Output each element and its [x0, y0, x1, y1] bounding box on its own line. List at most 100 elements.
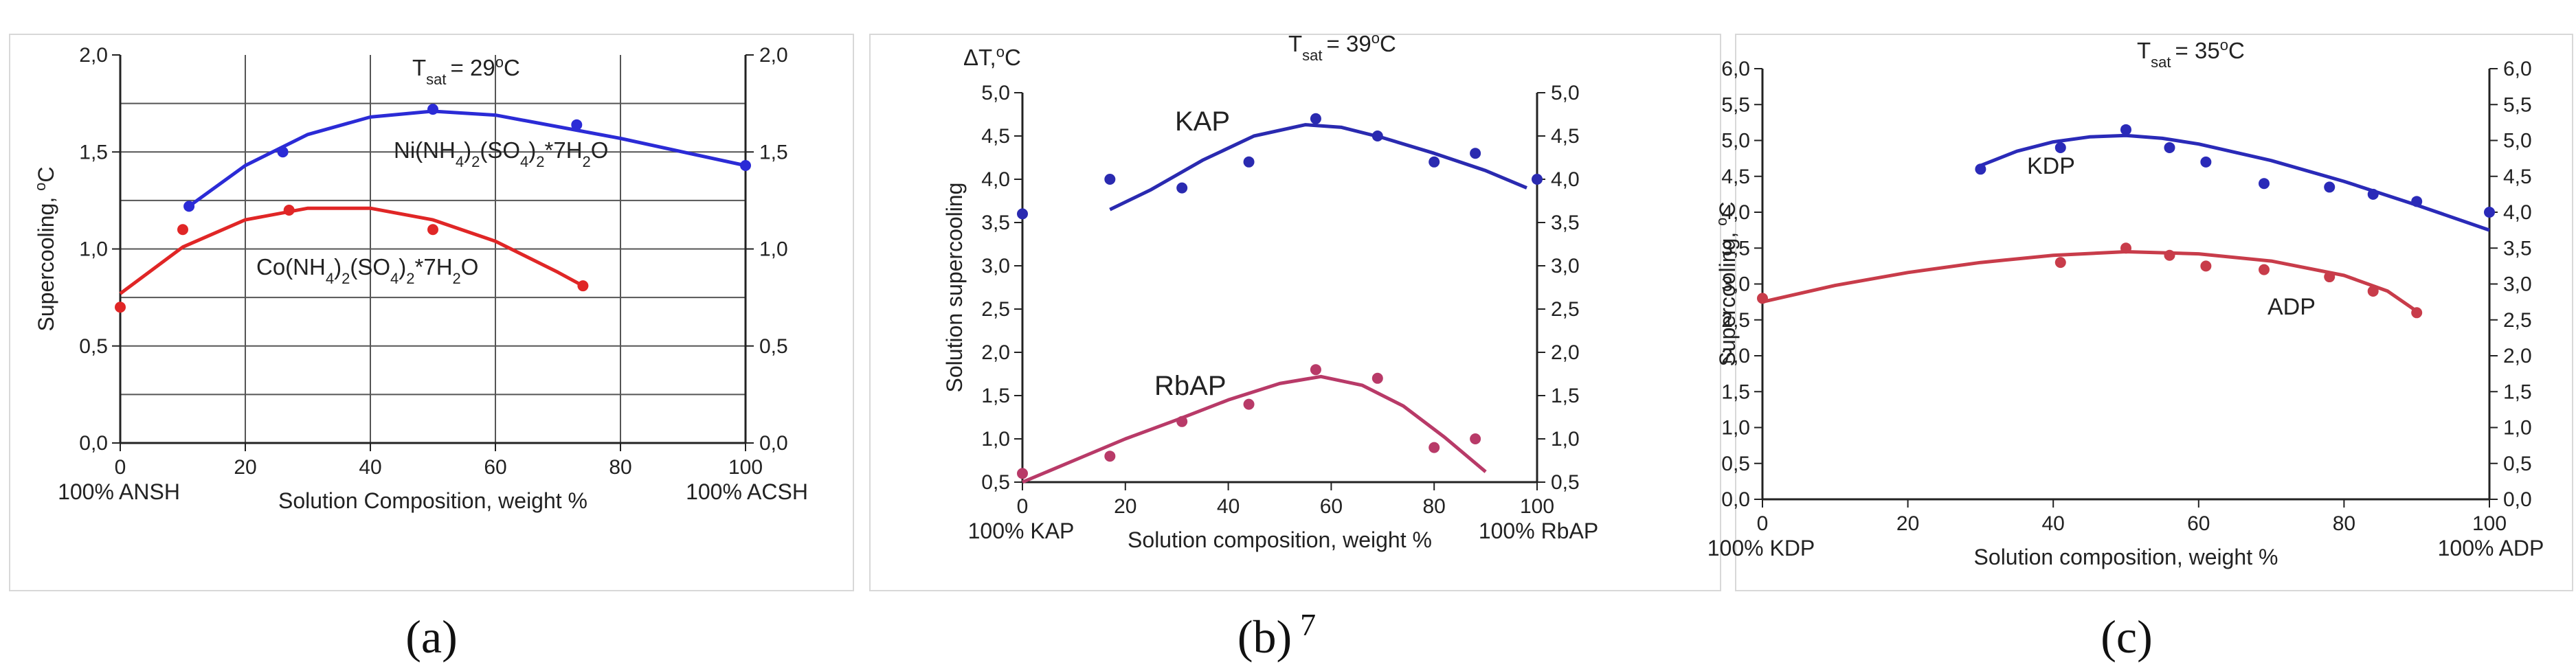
series-curve-0	[1980, 133, 2490, 232]
data-point-0	[2259, 178, 2270, 190]
data-point-0	[427, 104, 438, 115]
y-axis-title: Supercooling, oC	[1713, 202, 1740, 367]
annotation-sub: 4	[390, 270, 399, 287]
data-point-1	[1104, 451, 1116, 462]
y-tick-label-left: 0,0	[1721, 488, 1750, 511]
y-tick-label-left: 3,5	[1721, 237, 1750, 260]
y-tick-label-right: 0,0	[2503, 488, 2532, 511]
x-tick-label: 20	[1114, 495, 1136, 518]
y-tick-label-left: 1,5	[1721, 380, 1750, 403]
series-label-kap: KAP	[1175, 106, 1230, 137]
y-tick-label-right: 4,0	[1551, 168, 1580, 191]
data-point-0	[2120, 124, 2131, 135]
y-tick-label-left: 0,5	[1721, 453, 1750, 475]
data-point-1	[2324, 271, 2336, 283]
data-point-1	[2259, 264, 2270, 275]
y-tick-label-left: 2,0	[1721, 345, 1750, 367]
delta-t-main: ΔT,	[963, 45, 996, 70]
data-point-1	[2200, 260, 2212, 272]
y-tick-label-right: 2,0	[2503, 345, 2532, 367]
x-axis-title: Solution composition, weight %	[1974, 545, 2278, 569]
tsat-label: Tsat = 35oC	[2137, 36, 2245, 71]
y-tick-label-left: 4,5	[1721, 166, 1750, 188]
y-axis-title-degree: o	[1713, 218, 1730, 226]
series-label-rbap: RbAP	[1154, 371, 1227, 401]
y-tick-label-left: 4,0	[1721, 201, 1750, 224]
y-tick-label-right: 0,5	[1551, 471, 1580, 494]
annotation-sub: 4	[326, 270, 334, 287]
data-point-0	[1243, 156, 1255, 168]
data-point-0	[2484, 207, 2495, 218]
tsat-unit: C	[2228, 38, 2245, 63]
annotation-part: )	[528, 137, 536, 163]
data-point-1	[427, 224, 438, 236]
data-point-0	[277, 146, 289, 158]
y-tick-label-left: 5,0	[1721, 130, 1750, 152]
x-tick-label: 60	[2187, 512, 2210, 535]
y-tick-label-right: 3,0	[1551, 255, 1580, 277]
annotation-part: (SO	[480, 137, 520, 163]
data-point-0	[2367, 188, 2379, 200]
data-point-0	[740, 160, 751, 172]
panel-caption: (c)	[2101, 611, 2152, 663]
annotation-part: *7H	[415, 254, 453, 280]
panel-a-frame	[9, 34, 854, 591]
tsat-degree: o	[495, 54, 504, 71]
y-tick-label-left: 5,0	[981, 82, 1010, 104]
data-point-1	[1429, 442, 1440, 453]
y-tick-label-right: 3,0	[2503, 273, 2532, 296]
y-axis-title-main: Supercooling,	[34, 191, 58, 332]
y-tick-label-left: 0,0	[79, 432, 108, 455]
y-tick-label-left: 1,0	[981, 428, 1010, 451]
delta-t-degree: o	[996, 43, 1005, 60]
caption-ref: 7	[1300, 607, 1316, 642]
data-point-1	[115, 302, 126, 313]
data-point-1	[577, 280, 589, 292]
x-left-label: 100% KAP	[968, 519, 1075, 543]
x-tick-label: 40	[2042, 512, 2065, 535]
data-point-1	[2367, 285, 2379, 297]
data-point-0	[1429, 156, 1440, 168]
series-curve-1	[1022, 374, 1487, 484]
tsat-label: Tsat = 29oC	[412, 54, 520, 88]
annotation-sub: 2	[406, 270, 414, 287]
tsat-unit: C	[1380, 31, 1396, 56]
x-tick-label: 20	[1896, 512, 1919, 535]
data-point-1	[1371, 372, 1383, 384]
x-left-label: 100% ANSH	[58, 479, 180, 504]
annotation-sub: 4	[456, 153, 464, 170]
data-point-0	[2054, 141, 2066, 153]
annotation-part: *7H	[545, 137, 583, 163]
data-point-0	[1017, 208, 1028, 220]
y-tick-label-left: 1,0	[1721, 417, 1750, 440]
x-tick-label: 80	[1423, 495, 1446, 518]
tsat-degree: o	[1371, 30, 1380, 47]
x-tick-label: 40	[1217, 495, 1240, 518]
annotation-part: O	[461, 254, 479, 280]
tsat-T: T	[412, 55, 426, 80]
x-tick-label: 60	[484, 456, 506, 479]
x-tick-label: 0	[1757, 512, 1769, 535]
annotation-part: )	[399, 254, 406, 280]
y-axis-title: Solution supercooling	[942, 183, 967, 393]
y-tick-label-right: 1,0	[759, 238, 788, 261]
data-point-0	[1104, 174, 1116, 185]
series-curve-1	[119, 206, 584, 295]
annotation-sub: 4	[520, 153, 528, 170]
tsat-T: T	[1288, 31, 1302, 56]
x-tick-label: 100	[2472, 512, 2507, 535]
data-point-0	[1371, 130, 1383, 141]
y-tick-label-left: 2,0	[79, 44, 108, 67]
y-tick-label-right: 1,5	[759, 141, 788, 163]
y-tick-label-left: 6,0	[1721, 58, 1750, 80]
y-tick-label-right: 1,5	[1551, 385, 1580, 407]
x-right-label: 100% ADP	[2438, 536, 2544, 560]
y-tick-label-left: 2,0	[981, 341, 1010, 364]
y-tick-label-left: 1,0	[79, 238, 108, 261]
x-tick-label: 80	[609, 456, 631, 479]
data-point-1	[1757, 293, 1768, 304]
data-point-1	[283, 205, 295, 216]
